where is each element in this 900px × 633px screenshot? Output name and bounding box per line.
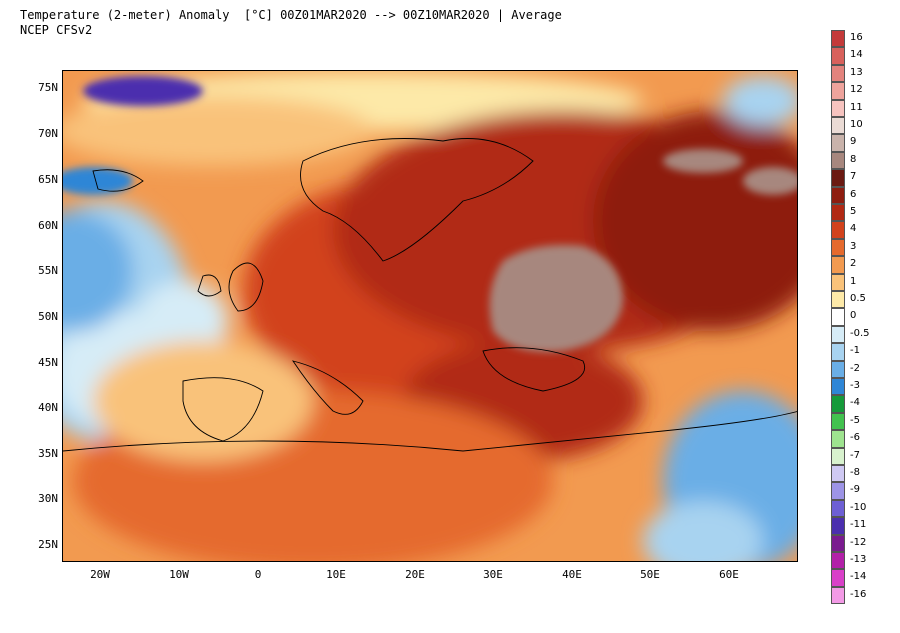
legend-swatch xyxy=(831,134,845,152)
legend-label: 9 xyxy=(850,136,857,148)
legend-label: 0.5 xyxy=(850,293,866,304)
map-title: Temperature (2-meter) Anomaly [°C] 00Z01… xyxy=(20,8,562,22)
legend-swatch xyxy=(831,569,845,587)
legend-label: -13 xyxy=(850,554,867,565)
legend-label: 3 xyxy=(850,240,857,252)
legend-swatch xyxy=(831,499,845,518)
legend-label: -2 xyxy=(850,362,860,374)
legend-label: 13 xyxy=(850,66,863,78)
lat-label: 40N xyxy=(38,401,58,414)
legend-swatch xyxy=(831,221,845,239)
legend-swatch xyxy=(831,465,845,483)
legend-swatch xyxy=(831,308,845,326)
lat-label: 45N xyxy=(38,356,58,369)
legend-label: -4 xyxy=(850,397,860,409)
legend-swatch xyxy=(831,343,845,361)
legend-swatch xyxy=(831,186,845,204)
warm-peak-russia xyxy=(489,245,623,352)
legend-label: -5 xyxy=(850,414,860,426)
legend-label: 12 xyxy=(850,84,863,96)
lat-label: 70N xyxy=(38,127,58,140)
legend-swatch xyxy=(831,412,845,431)
lon-label: 60E xyxy=(719,568,739,581)
coastlines xyxy=(63,138,797,452)
legend-swatch xyxy=(831,395,845,413)
legend-label: -6 xyxy=(850,432,860,444)
legend-label: 6 xyxy=(850,188,857,200)
legend-label: -14 xyxy=(850,571,867,583)
legend-label: 16 xyxy=(850,32,863,43)
lat-label: 65N xyxy=(38,173,58,186)
legend-label: 4 xyxy=(850,223,857,235)
lat-label: 60N xyxy=(38,219,58,232)
legend-swatch xyxy=(831,430,845,448)
legend-label: -12 xyxy=(850,536,867,548)
legend-swatch xyxy=(831,517,845,535)
legend-swatch xyxy=(831,238,845,257)
legend-label: -8 xyxy=(850,467,860,478)
legend-label: -9 xyxy=(850,484,860,496)
legend-swatch xyxy=(831,204,845,222)
lon-label: 40E xyxy=(562,568,582,581)
legend-label: -11 xyxy=(850,519,867,531)
lon-label: 20W xyxy=(90,568,110,581)
legend-label: 10 xyxy=(850,119,863,130)
legend-label: 2 xyxy=(850,258,857,270)
legend-swatch xyxy=(831,64,845,83)
legend-swatch xyxy=(831,482,845,500)
legend-swatch xyxy=(831,552,845,570)
legend-swatch xyxy=(831,291,845,309)
lat-label: 30N xyxy=(38,492,58,505)
anomaly-map xyxy=(62,70,798,562)
model-name: NCEP CFSv2 xyxy=(20,23,93,37)
legend-swatch xyxy=(831,360,845,378)
legend-label: 0 xyxy=(850,310,857,322)
lat-label: 50N xyxy=(38,310,58,323)
lon-label: 0 xyxy=(254,568,262,581)
legend-label: 1 xyxy=(850,275,857,287)
legend-label: -1 xyxy=(850,345,860,357)
legend-label: 7 xyxy=(850,171,857,183)
legend-label: 11 xyxy=(850,101,863,113)
lat-label: 55N xyxy=(38,264,58,277)
legend-swatch xyxy=(831,169,845,187)
lat-label: 75N xyxy=(38,81,58,94)
legend-label: 5 xyxy=(850,206,857,217)
legend-swatch xyxy=(831,82,845,100)
legend-swatch xyxy=(831,378,845,396)
legend-label: -3 xyxy=(850,380,860,391)
legend-label: 14 xyxy=(850,49,863,61)
legend-swatch xyxy=(831,30,845,48)
lon-label: 10W xyxy=(169,568,189,581)
legend-swatch xyxy=(831,325,845,344)
lon-label: 50E xyxy=(640,568,660,581)
legend-swatch xyxy=(831,99,845,117)
legend-label: -0.5 xyxy=(850,327,870,339)
lat-label: 35N xyxy=(38,447,58,460)
legend-swatch xyxy=(831,534,845,552)
legend-label: 8 xyxy=(850,153,857,165)
legend-swatch xyxy=(831,273,845,291)
lon-label: 10E xyxy=(326,568,346,581)
legend-swatch xyxy=(831,256,845,274)
legend-swatch xyxy=(831,447,845,465)
lon-label: 30E xyxy=(483,568,503,581)
legend-label: -10 xyxy=(850,501,867,513)
legend-swatch xyxy=(831,47,845,65)
legend-label: -16 xyxy=(850,588,867,600)
lat-label: 25N xyxy=(38,538,58,551)
legend-swatch xyxy=(831,151,845,170)
legend-swatch xyxy=(831,117,845,135)
legend-swatch xyxy=(831,586,845,605)
legend-label: -7 xyxy=(850,449,860,461)
map-canvas xyxy=(63,71,797,561)
lon-label: 20E xyxy=(405,568,425,581)
